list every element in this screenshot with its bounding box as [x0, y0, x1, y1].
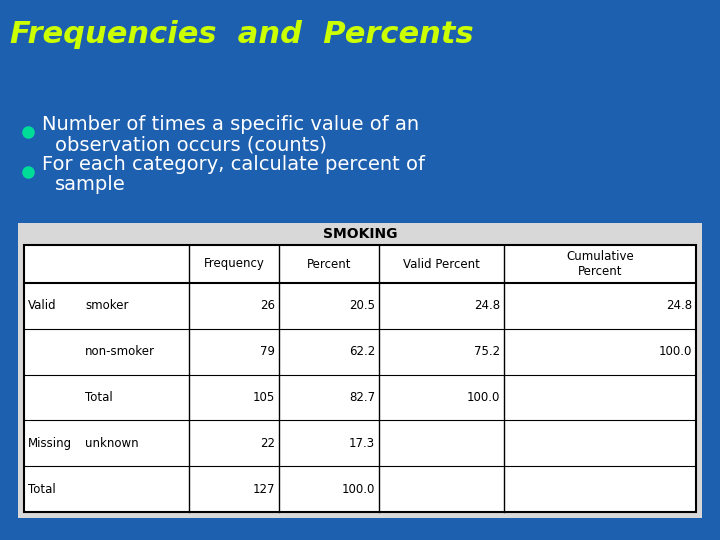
Text: 22: 22: [260, 437, 275, 450]
Text: Number of times a specific value of an: Number of times a specific value of an: [42, 116, 419, 134]
Bar: [24, 245, 696, 512]
Text: sample: sample: [55, 176, 126, 194]
Text: 82.7: 82.7: [349, 391, 375, 404]
Text: Missing: Missing: [28, 437, 72, 450]
Text: 100.0: 100.0: [467, 391, 500, 404]
Text: 17.3: 17.3: [349, 437, 375, 450]
Text: Total: Total: [85, 391, 113, 404]
Text: unknown: unknown: [85, 437, 139, 450]
Text: observation occurs (counts): observation occurs (counts): [55, 136, 327, 154]
Text: Valid Percent: Valid Percent: [403, 258, 480, 271]
Text: 62.2: 62.2: [348, 345, 375, 358]
Text: Valid: Valid: [28, 299, 57, 313]
Text: 105: 105: [253, 391, 275, 404]
Text: smoker: smoker: [85, 299, 128, 313]
Text: Total: Total: [28, 483, 55, 496]
Text: Cumulative
Percent: Cumulative Percent: [566, 250, 634, 278]
Text: 75.2: 75.2: [474, 345, 500, 358]
Text: Frequency: Frequency: [204, 258, 264, 271]
Text: non-smoker: non-smoker: [85, 345, 155, 358]
Text: 100.0: 100.0: [341, 483, 375, 496]
Bar: [24, 245, 696, 512]
Text: 26: 26: [260, 299, 275, 313]
Bar: [18, 223, 702, 518]
Text: SMOKING: SMOKING: [323, 227, 397, 241]
Text: 79: 79: [260, 345, 275, 358]
Text: Frequencies  and  Percents: Frequencies and Percents: [10, 20, 474, 49]
Text: For each category, calculate percent of: For each category, calculate percent of: [42, 156, 425, 174]
Text: 20.5: 20.5: [349, 299, 375, 313]
Text: 24.8: 24.8: [474, 299, 500, 313]
Text: 24.8: 24.8: [666, 299, 692, 313]
Text: Percent: Percent: [307, 258, 351, 271]
Text: 127: 127: [253, 483, 275, 496]
Text: 100.0: 100.0: [659, 345, 692, 358]
